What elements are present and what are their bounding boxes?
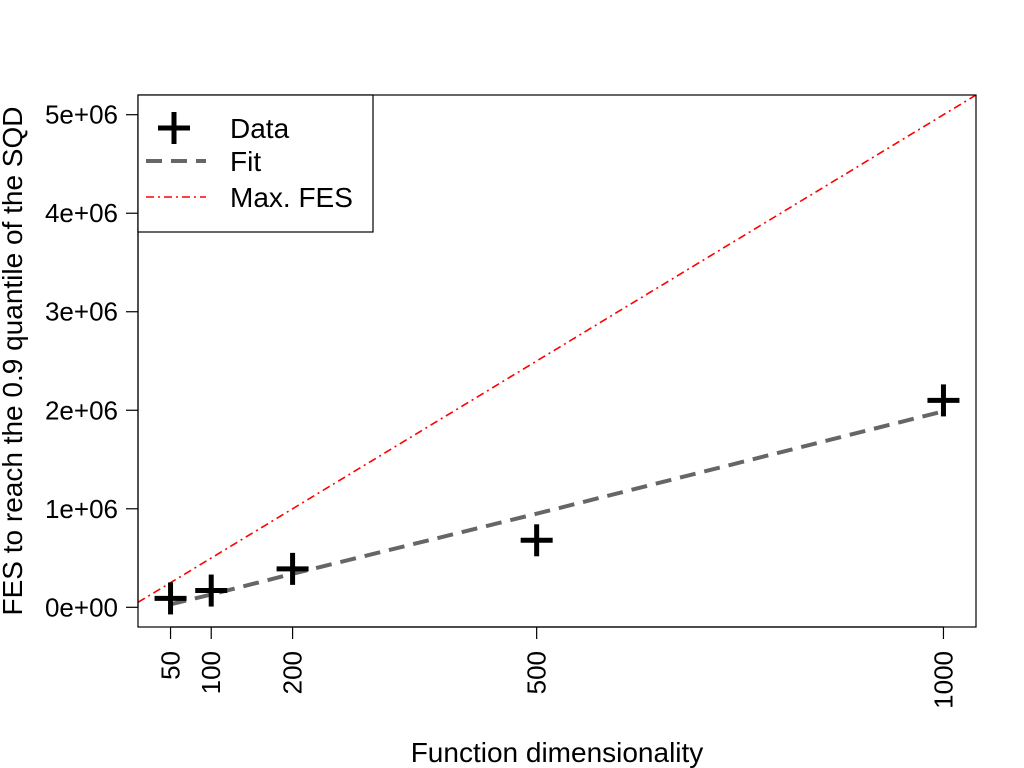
x-tick-label: 500 xyxy=(522,651,552,694)
x-axis: 50 100 200 500 1000 xyxy=(156,626,958,709)
y-axis-label: FES to reach the 0.9 quantile of the SQD xyxy=(0,107,28,616)
max-fes-line xyxy=(138,95,976,604)
data-point xyxy=(927,384,960,417)
data-point xyxy=(154,582,187,615)
fit-line xyxy=(170,409,944,607)
y-tick-label: 5e+06 xyxy=(45,100,118,130)
y-tick-label: 2e+06 xyxy=(45,395,118,425)
x-tick-label: 200 xyxy=(278,651,308,694)
legend-label-fit: Fit xyxy=(230,146,261,177)
data-point xyxy=(195,574,228,607)
data-point xyxy=(276,552,309,585)
legend-data-marker xyxy=(158,112,190,144)
y-tick-label: 0e+00 xyxy=(45,592,118,622)
y-tick-label: 1e+06 xyxy=(45,494,118,524)
y-tick-label: 4e+06 xyxy=(45,198,118,228)
x-axis-label: Function dimensionality xyxy=(411,737,704,768)
legend: Data Fit Max. FES xyxy=(137,94,374,233)
legend-box xyxy=(137,94,374,233)
x-tick-label: 1000 xyxy=(928,651,958,709)
y-tick-label: 3e+06 xyxy=(45,297,118,327)
data-point xyxy=(520,524,553,557)
x-tick-label: 50 xyxy=(156,651,186,680)
legend-label-data: Data xyxy=(230,113,290,144)
y-axis: 0e+00 1e+06 2e+06 3e+06 4e+06 5e+06 xyxy=(45,100,139,622)
x-tick-label: 100 xyxy=(196,651,226,694)
legend-label-maxfes: Max. FES xyxy=(230,182,353,213)
